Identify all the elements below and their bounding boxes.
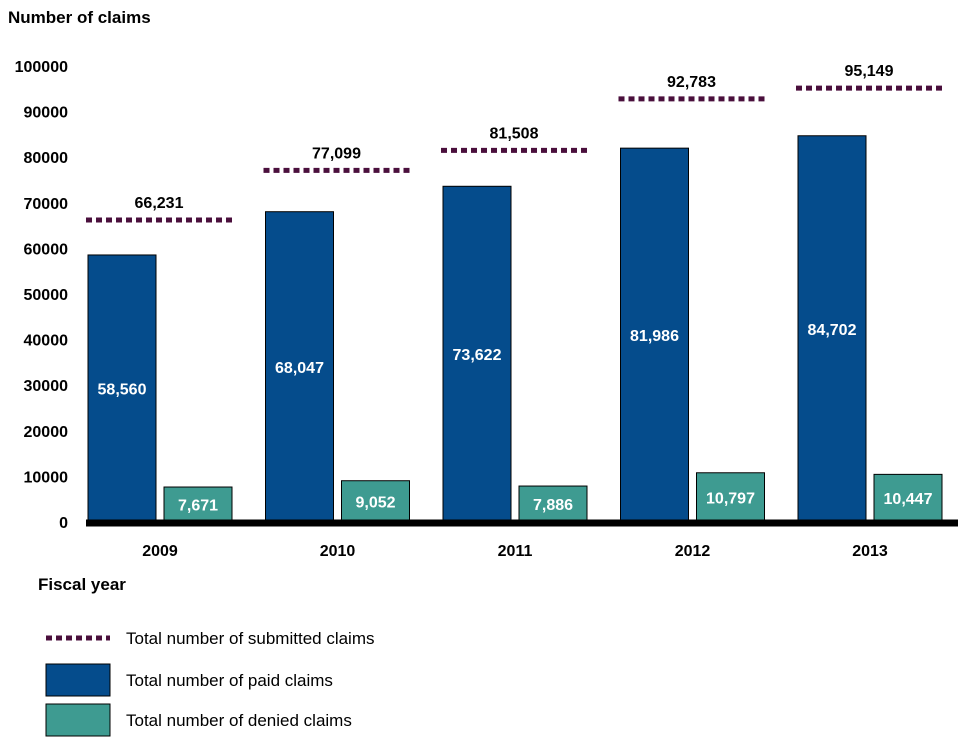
submitted-label: 92,783 [667, 74, 716, 91]
legend-label: Total number of denied claims [126, 711, 352, 730]
bar-denied-label: 9,052 [355, 494, 395, 511]
bar-denied [696, 472, 765, 523]
y-tick-label: 60000 [24, 241, 69, 258]
legend: Total number of submitted claims Total nu… [45, 629, 375, 737]
y-tick-label: 100000 [15, 59, 68, 76]
legend-label: Total number of paid claims [126, 671, 333, 690]
y-tick-label: 50000 [24, 287, 69, 304]
submitted-label: 95,149 [845, 63, 894, 80]
bar-denied [518, 485, 588, 523]
y-tick-label: 40000 [24, 333, 69, 350]
submitted-label: 81,508 [490, 125, 539, 142]
bar-paid [265, 211, 334, 523]
x-tick-label: 2010 [320, 543, 356, 560]
y-tick-label: 30000 [24, 378, 69, 395]
x-axis-title: Fiscal year [38, 575, 126, 594]
y-tick-label: 0 [59, 515, 68, 532]
submitted-lines: 66,231 77,099 81,508 92,783 95,149 [86, 63, 942, 223]
submitted-label: 77,099 [312, 145, 361, 162]
legend-swatch [45, 703, 111, 737]
bar-paid [442, 185, 512, 523]
bar-paid-label: 81,986 [630, 328, 679, 345]
submitted-label: 66,231 [135, 195, 184, 212]
y-tick-label: 90000 [24, 105, 69, 122]
y-axis-ticks: 0 10000 20000 30000 40000 50000 60000 70000 8000… [15, 59, 68, 532]
y-tick-label: 10000 [24, 469, 69, 486]
y-axis-title: Number of claims [8, 8, 151, 27]
bar-denied [873, 473, 943, 523]
bar-paid-label: 73,622 [453, 347, 502, 364]
bar-paid-label: 58,560 [98, 381, 147, 398]
legend-swatch [45, 663, 111, 697]
bar-denied-label: 10,797 [706, 490, 755, 507]
y-tick-label: 70000 [24, 196, 69, 213]
x-tick-label: 2012 [675, 543, 711, 560]
x-tick-label: 2011 [498, 543, 533, 560]
x-tick-label: 2009 [142, 543, 178, 560]
bar-denied [341, 480, 410, 523]
x-tick-label: 2013 [852, 543, 888, 560]
bar-paid-label: 68,047 [275, 360, 324, 377]
bar-paid [87, 254, 157, 523]
y-tick-label: 20000 [24, 424, 69, 441]
bar-denied-label: 7,671 [178, 498, 218, 515]
bar-denied-label: 10,447 [884, 491, 933, 508]
bar-denied [163, 486, 233, 523]
bar-denied-label: 7,886 [533, 497, 573, 514]
bar-paid-label: 84,702 [808, 322, 857, 339]
y-tick-label: 80000 [24, 150, 69, 167]
x-axis-ticks: 2009 2010 2011 2012 2013 [142, 543, 888, 560]
bars: 58,560 7,671 68,047 9,052 73,622 7,886 81,986 1… [87, 135, 943, 523]
legend-label: Total number of submitted claims [126, 629, 375, 648]
